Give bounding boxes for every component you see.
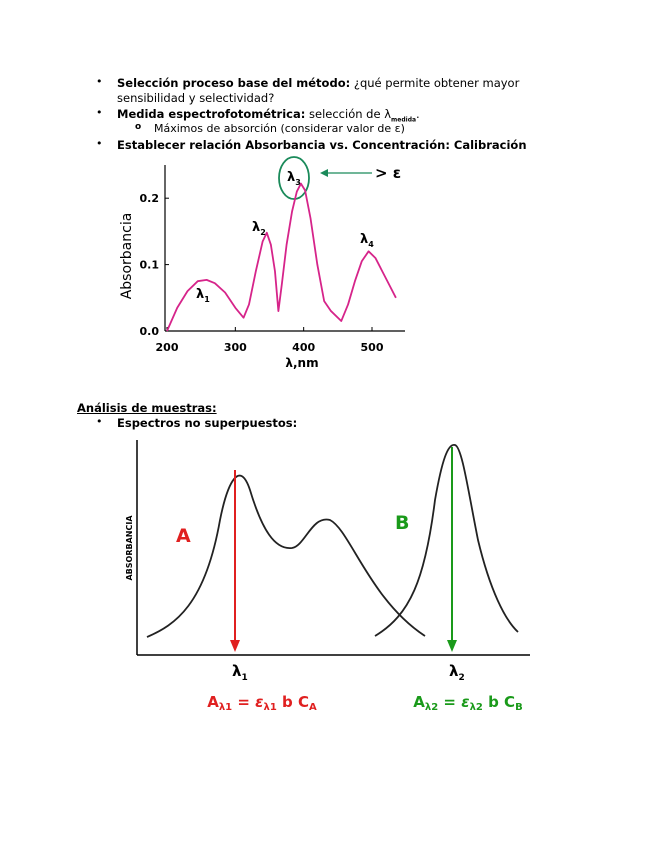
symbol: λ [360, 232, 368, 247]
subscript: 1 [242, 673, 248, 683]
bullet-text: sensibilidad y selectividad? [117, 91, 275, 105]
subscript: 2 [260, 228, 266, 237]
label-b: B [395, 512, 409, 534]
spectrum-line [166, 182, 397, 332]
bold-text: Selección proceso base del método: [117, 76, 351, 90]
eq-part: A [207, 693, 219, 711]
x-axis-label: λ,nm [285, 356, 318, 370]
eq-sub: λ2 [425, 702, 438, 713]
y-tick-label: 0.1 [140, 259, 160, 272]
bullet: • [96, 415, 103, 428]
lambda-1: λ1 [232, 662, 248, 683]
eq-part: ε [461, 693, 469, 711]
bullet-text: Establecer relación Absorbancia vs. Conc… [117, 138, 527, 152]
text: ¿qué permite obtener mayor [350, 76, 520, 90]
x-tick-label: 400 [292, 341, 315, 354]
bold-text: Medida espectrofotométrica: [117, 107, 306, 121]
sub-bullet-marker: o [135, 122, 142, 132]
equation-a: Aλ1 = ελ1 b CA [207, 693, 317, 713]
highlight-circle [278, 156, 310, 200]
bold-text: Establecer relación Absorbancia vs. Conc… [117, 138, 527, 152]
eq-part: b C [277, 693, 309, 711]
arrowhead [320, 169, 328, 177]
bullet: • [96, 75, 103, 88]
bullet-text: Espectros no superpuestos: [117, 416, 298, 430]
spectrum-b [374, 444, 519, 637]
y-axis-label: Absorbancia [119, 213, 135, 300]
subscript: 2 [459, 673, 465, 683]
section-heading: Análisis de muestras: [77, 401, 217, 415]
x-tick-label: 300 [224, 341, 247, 354]
symbol: λ [287, 170, 295, 185]
eq-part: b C [483, 693, 515, 711]
eq-sub: A [309, 702, 317, 713]
subscript: 3 [295, 178, 301, 187]
peak-label: λ1 [196, 287, 210, 304]
subscript: 4 [368, 240, 374, 249]
eq-sub: λ1 [219, 702, 232, 713]
text: selección de λ [305, 107, 392, 121]
label-a: A [176, 525, 191, 547]
bullet-text: Selección proceso base del método: ¿qué … [117, 76, 519, 90]
symbol: λ [196, 287, 204, 302]
bullet: • [96, 106, 103, 119]
subscript: medida [391, 116, 417, 124]
bullet-text: Medida espectrofotométrica: selección de… [117, 107, 420, 123]
y-tick-label: 0.0 [140, 325, 160, 338]
bullet: • [96, 137, 103, 150]
y-axis-label: ABSORBANCIA [125, 515, 134, 581]
annotation: > ε [375, 164, 401, 182]
symbol: λ [232, 662, 242, 680]
symbol: λ [449, 662, 459, 680]
symbol: λ [252, 220, 260, 235]
peak-label: λ2 [252, 220, 266, 237]
peak-label: λ3 [287, 170, 301, 187]
eq-part: ε [255, 693, 263, 711]
sub-bullet-text: Máximos de absorción (considerar valor d… [154, 122, 405, 135]
x-tick-label: 500 [361, 341, 384, 354]
text: . [416, 107, 420, 121]
eq-part: = [438, 693, 461, 711]
peak-label: λ4 [360, 232, 374, 249]
lambda-2: λ2 [449, 662, 465, 683]
equation-b: Aλ2 = ελ2 b CB [413, 693, 522, 713]
eq-part: A [413, 693, 425, 711]
spectrum-a [146, 474, 426, 638]
subscript: 1 [204, 295, 210, 304]
x-tick-label: 200 [156, 341, 179, 354]
eq-sub: λ2 [470, 702, 483, 713]
y-tick-label: 0.2 [140, 192, 160, 205]
arrowhead [230, 640, 240, 652]
eq-part: = [232, 693, 255, 711]
arrowhead [447, 640, 457, 652]
eq-sub: B [515, 702, 523, 713]
eq-sub: λ1 [264, 702, 277, 713]
